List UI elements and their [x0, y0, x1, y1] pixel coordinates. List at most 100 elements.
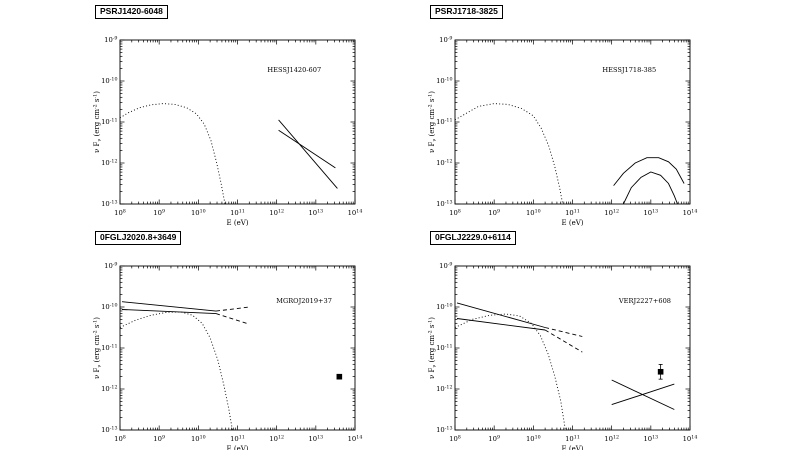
y-tick-label: 10-9 — [439, 36, 452, 45]
y-tick-label: 10-9 — [104, 262, 117, 271]
panel-0fglj2229: 0FGLJ2229.0+6114 108 109 1010 1011 1012 1013 1… — [423, 226, 703, 450]
x-tick-label: 1013 — [308, 434, 323, 443]
y-tick-label: 10-10 — [436, 77, 452, 86]
annotation-label: VERJ2227+608 — [618, 297, 671, 305]
x-tick-label: 1012 — [269, 208, 284, 217]
y-tick-label: 10-9 — [439, 262, 452, 271]
x-tick-label: 1014 — [683, 434, 698, 443]
annotation-label: HESSJ1718-385 — [602, 66, 656, 74]
y-tick-label: 10-12 — [101, 159, 117, 168]
fermi-butterfly-upper — [456, 302, 546, 328]
y-tick-label: 10-13 — [436, 426, 452, 435]
plot-frame — [454, 39, 691, 205]
y-tick-label: 10-12 — [436, 385, 452, 394]
x-tick-label: 108 — [449, 434, 461, 443]
y-tick-label: 10-10 — [101, 303, 117, 312]
fermi-butterfly-ext-upper — [544, 327, 583, 337]
x-tick-label: 1014 — [348, 434, 363, 443]
x-tick-label: 1013 — [308, 208, 323, 217]
x-tick-label: 109 — [153, 208, 165, 217]
plot-area-psrj1718-3825: 108 109 1010 1011 1012 1013 1014 10-9 10-10 10-11… — [423, 0, 703, 227]
x-tick-label: 1010 — [526, 434, 541, 443]
y-axis-label: ν Fν (erg cm-2 s-1) — [427, 91, 437, 153]
plot-frame — [119, 265, 356, 431]
y-tick-label: 10-12 — [101, 385, 117, 394]
annotation-label: MGROJ2019+37 — [276, 297, 332, 305]
x-tick-label: 1011 — [565, 208, 580, 217]
x-tick-label: 1012 — [269, 434, 284, 443]
tev-band-b — [611, 383, 675, 406]
hess-band-upper — [278, 119, 338, 189]
x-tick-label: 1012 — [604, 434, 619, 443]
y-tick-label: 10-10 — [101, 77, 117, 86]
axis-ticks — [119, 265, 356, 431]
axis-ticks — [454, 265, 691, 431]
panel-psrj1718-3825: PSRJ1718-3825 108 109 1010 1011 1012 1013 1014… — [423, 0, 703, 227]
fermi-butterfly-lower — [121, 309, 217, 315]
fermi-butterfly-lower — [456, 318, 546, 331]
fermi-butterfly-upper — [121, 301, 217, 312]
x-tick-label: 109 — [488, 434, 500, 443]
y-tick-label: 10-13 — [101, 426, 117, 435]
pulsar-sed-model — [119, 311, 233, 431]
panel-title-0fglj2020: 0FGLJ2020.8+3649 — [95, 231, 182, 245]
x-tick-label: 1011 — [565, 434, 580, 443]
x-axis-label: E (eV) — [227, 219, 249, 226]
y-tick-label: 10-11 — [436, 118, 452, 127]
x-tick-label: 1010 — [191, 434, 206, 443]
panel-title-psrj1718-3825: PSRJ1718-3825 — [430, 5, 503, 19]
x-tick-label: 1014 — [683, 208, 698, 217]
x-tick-label: 1010 — [191, 208, 206, 217]
x-tick-label: 1013 — [643, 208, 658, 217]
plot-svg: 108 109 1010 1011 1012 1013 1014 10-9 10-10 10-11… — [92, 262, 363, 450]
y-tick-label: 10-10 — [436, 303, 452, 312]
y-axis-label: ν Fν (erg cm-2 s-1) — [427, 317, 437, 379]
plot-area-0fglj2229: 108 109 1010 1011 1012 1013 1014 10-9 10-10 10-11… — [423, 226, 703, 450]
y-tick-label: 10-11 — [436, 344, 452, 353]
y-axis-label: ν Fν (erg cm-2 s-1) — [92, 317, 102, 379]
x-tick-label: 1010 — [526, 208, 541, 217]
fermi-butterfly-ext-lower — [544, 329, 583, 353]
plot-frame — [119, 39, 356, 205]
panel-title-psrj1420-6048: PSRJ1420-6048 — [95, 5, 168, 19]
x-tick-label: 1011 — [230, 208, 245, 217]
plot-svg: 108 109 1010 1011 1012 1013 1014 10-9 10-10 10-11… — [427, 262, 698, 450]
x-tick-label: 108 — [114, 434, 126, 443]
x-tick-label: 1011 — [230, 434, 245, 443]
panel-psrj1420-6048: PSRJ1420-6048 108 109 1010 1011 1012 1013 1014… — [88, 0, 368, 227]
y-tick-label: 10-13 — [436, 200, 452, 209]
x-axis-label: E (eV) — [227, 445, 249, 450]
hess-band-lower — [622, 171, 678, 205]
annotation-label: HESSJ1420-607 — [267, 66, 321, 74]
y-tick-label: 10-12 — [436, 159, 452, 168]
axis-ticks — [454, 39, 691, 205]
fermi-butterfly-ext-upper — [215, 306, 250, 312]
y-tick-label: 10-13 — [101, 200, 117, 209]
plot-svg: 108 109 1010 1011 1012 1013 1014 10-9 10-10 10-11… — [92, 36, 363, 227]
milagro-point — [336, 373, 343, 380]
fermi-butterfly-ext-lower — [215, 313, 250, 325]
panel-title-0fglj2229: 0FGLJ2229.0+6114 — [430, 231, 516, 245]
plot-area-psrj1420-6048: 108 109 1010 1011 1012 1013 1014 10-9 10-10 10-11… — [88, 0, 368, 227]
plot-area-0fglj2020: 108 109 1010 1011 1012 1013 1014 10-9 10-10 10-11… — [88, 226, 368, 450]
veritas-point — [657, 368, 664, 375]
x-axis-label: E (eV) — [562, 219, 584, 226]
x-tick-label: 1012 — [604, 208, 619, 217]
y-tick-label: 10-11 — [101, 118, 117, 127]
x-tick-label: 109 — [488, 208, 500, 217]
y-tick-label: 10-9 — [104, 36, 117, 45]
axis-ticks — [119, 39, 356, 205]
x-tick-label: 1014 — [348, 208, 363, 217]
x-tick-label: 1013 — [643, 434, 658, 443]
pulsar-sed-model — [454, 313, 566, 431]
y-axis-label: ν Fν (erg cm-2 s-1) — [92, 91, 102, 153]
x-axis-label: E (eV) — [562, 445, 584, 450]
plot-frame — [454, 265, 691, 431]
pulsar-sed-model — [454, 103, 564, 205]
pulsar-sed-model — [119, 103, 226, 205]
x-tick-label: 109 — [153, 434, 165, 443]
plot-svg: 108 109 1010 1011 1012 1013 1014 10-9 10-10 10-11… — [427, 36, 698, 227]
x-tick-label: 108 — [114, 208, 126, 217]
hess-band-lower — [278, 129, 336, 169]
